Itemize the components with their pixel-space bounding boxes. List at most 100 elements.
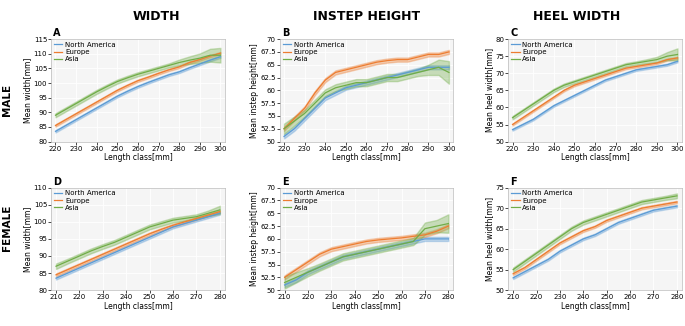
Europe [332, 70, 340, 74]
Line: North America: North America [284, 239, 449, 285]
Asia [591, 73, 599, 77]
Text: HEEL WIDTH: HEEL WIDTH [533, 10, 620, 23]
Line: Asia: Asia [55, 55, 221, 115]
North America [181, 222, 189, 226]
North America [144, 81, 152, 84]
Europe [321, 78, 329, 82]
Europe [445, 50, 453, 54]
Europe [301, 106, 309, 110]
Asia [544, 243, 552, 247]
Asia [560, 83, 568, 87]
Europe [643, 63, 651, 67]
Europe [403, 58, 412, 62]
Europe [103, 94, 111, 98]
Asia [580, 221, 588, 225]
Line: North America: North America [284, 67, 449, 137]
Y-axis label: Mean heel width[mm]: Mean heel width[mm] [485, 48, 494, 132]
Asia [571, 80, 579, 84]
Europe [544, 249, 552, 253]
North America [580, 237, 588, 241]
Asia [521, 259, 529, 263]
Europe [206, 54, 214, 58]
Europe [87, 258, 95, 261]
Europe [529, 109, 537, 113]
Europe [280, 275, 288, 279]
Asia [321, 91, 329, 95]
Europe [51, 124, 60, 127]
Asia [632, 61, 640, 65]
Europe [72, 112, 80, 116]
Asia [643, 59, 651, 63]
Europe [580, 229, 588, 233]
Asia [556, 235, 564, 239]
Asia [216, 53, 225, 57]
Asia [327, 260, 336, 264]
Europe [75, 262, 84, 266]
Asia [192, 215, 201, 219]
Europe [92, 100, 101, 104]
Asia [373, 78, 381, 82]
Europe [339, 244, 347, 248]
North America [445, 237, 453, 241]
Asia [614, 208, 623, 212]
Asia [51, 113, 60, 117]
Europe [409, 234, 417, 238]
Asia [301, 111, 309, 115]
Europe [383, 59, 391, 63]
Line: North America: North America [56, 213, 220, 278]
Asia [87, 249, 95, 253]
Asia [204, 211, 212, 215]
North America [560, 99, 568, 103]
Europe [304, 260, 312, 264]
Asia [591, 216, 599, 220]
Asia [290, 119, 299, 123]
Asia [64, 259, 72, 263]
Europe [169, 223, 177, 227]
North America [206, 58, 214, 62]
North America [316, 265, 324, 269]
Europe [445, 224, 453, 228]
North America [529, 117, 537, 121]
Text: A: A [53, 28, 60, 38]
North America [521, 270, 529, 274]
Asia [432, 224, 440, 228]
North America [409, 240, 417, 244]
Europe [362, 63, 371, 67]
Europe [673, 200, 681, 204]
North America [351, 252, 359, 256]
Text: D: D [53, 177, 61, 187]
Europe [571, 83, 579, 87]
North America [158, 230, 166, 234]
Asia [280, 127, 288, 131]
Europe [82, 106, 90, 110]
Europe [196, 58, 204, 62]
Text: C: C [510, 28, 517, 38]
Asia [110, 240, 119, 244]
Text: MALE: MALE [2, 84, 12, 116]
Europe [397, 236, 406, 240]
Europe [626, 210, 634, 214]
Line: Europe: Europe [284, 226, 449, 277]
North America [103, 100, 111, 104]
Asia [92, 90, 101, 94]
Asia [103, 84, 111, 88]
North America [75, 266, 84, 270]
Asia [661, 196, 669, 200]
Legend: North America, Europe, Asia: North America, Europe, Asia [282, 189, 346, 212]
North America [622, 71, 630, 75]
North America [673, 59, 682, 63]
North America [52, 276, 60, 280]
Europe [292, 268, 301, 272]
Asia [292, 275, 301, 279]
Asia [414, 70, 422, 74]
Legend: North America, Europe, Asia: North America, Europe, Asia [282, 40, 346, 63]
Europe [154, 71, 162, 75]
Asia [123, 76, 132, 80]
North America [175, 70, 184, 74]
North America [123, 89, 132, 93]
North America [82, 112, 90, 116]
Asia [169, 218, 177, 222]
North America [421, 237, 429, 241]
Europe [62, 118, 70, 122]
North America [292, 278, 301, 282]
